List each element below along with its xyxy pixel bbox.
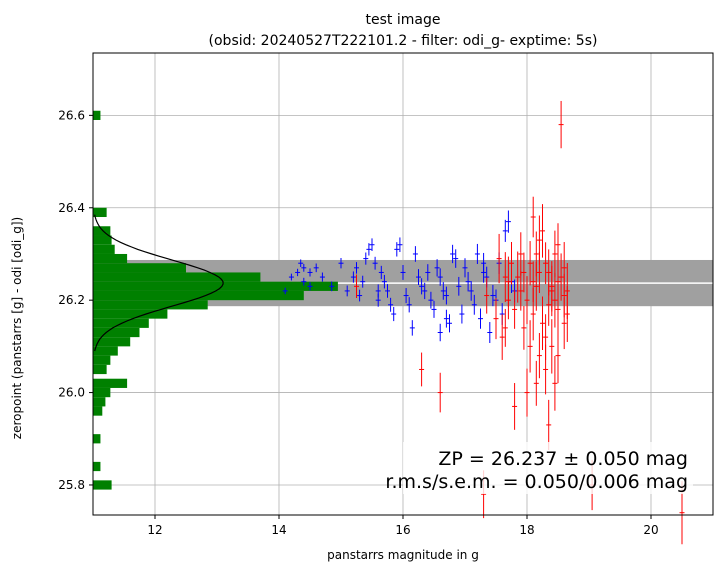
histogram-bar (93, 309, 168, 319)
histogram-bar (93, 226, 111, 236)
x-tick-label: 12 (147, 523, 162, 537)
y-tick-label: 26.4 (58, 201, 85, 215)
x-tick-label: 14 (271, 523, 286, 537)
chart-subtitle: (obsid: 20240527T222101.2 - filter: odi_… (209, 33, 598, 49)
chart-title: test image (366, 12, 441, 28)
histogram-bar (93, 110, 101, 120)
histogram-bar (93, 397, 106, 407)
histogram-bar (93, 235, 112, 245)
gaussian-fit-curve (94, 214, 224, 352)
histogram-bar (93, 300, 208, 310)
histogram-bar (93, 378, 128, 388)
rms-annotation: r.m.s/s.e.m. = 0.050/0.006 mag (385, 471, 688, 493)
histogram-bar (93, 480, 112, 490)
x-axis-label: panstarrs magnitude in g (327, 548, 479, 562)
y-tick-label: 26.2 (58, 293, 85, 307)
histogram-bar (93, 406, 103, 416)
histogram-bar (93, 253, 128, 264)
histogram-bar (93, 346, 118, 356)
histogram-bar (93, 434, 101, 444)
histogram-bar (93, 387, 111, 398)
x-tick-label: 18 (519, 523, 534, 537)
histogram-bar (93, 337, 131, 347)
histogram-bar (93, 290, 304, 301)
histogram-bar (93, 281, 338, 291)
zeropoint-histogram (93, 110, 338, 490)
histogram-bar (93, 327, 140, 338)
annotation-background (403, 442, 693, 494)
histogram-bar (93, 364, 107, 375)
y-tick-label: 26.6 (58, 108, 85, 122)
x-tick-label: 20 (643, 523, 658, 537)
histogram-bar (93, 461, 101, 472)
y-tick-label: 25.8 (58, 478, 85, 492)
histogram-bar (93, 263, 186, 273)
histogram-bar (93, 355, 111, 365)
histogram-bar (93, 244, 115, 254)
zeropoint-annotation: ZP = 26.237 ± 0.050 mag (438, 448, 688, 470)
y-axis-label: zeropoint (panstarrs [g] - odi [odi_g]) (10, 217, 24, 439)
y-tick-label: 26.0 (58, 386, 85, 400)
histogram-bar (93, 207, 107, 218)
axis-ticks: 12 14 16 18 20 25.8 26.0 26.2 26.4 26.6 (58, 108, 658, 537)
data-points (282, 100, 685, 545)
histogram-bar (93, 272, 261, 282)
x-tick-label: 16 (395, 523, 410, 537)
